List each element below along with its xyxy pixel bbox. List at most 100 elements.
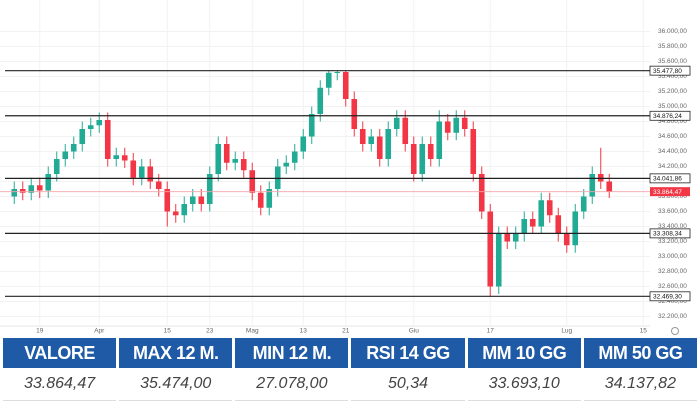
y-tick-label: 32.400,00 (658, 298, 687, 305)
candle-body (257, 192, 264, 208)
level-box (649, 291, 691, 302)
candle-body (359, 129, 366, 144)
stat-header: MM 50 GG (583, 338, 697, 368)
candle-body (376, 136, 383, 159)
candle-body (317, 87, 324, 114)
y-tick-label: 32.200,00 (658, 313, 687, 320)
level-label: 33.308,34 (653, 231, 682, 238)
candle-body (164, 189, 171, 212)
candle-body (606, 181, 613, 192)
candle-body (11, 189, 18, 197)
candle-body (45, 174, 52, 191)
candle-body (104, 120, 111, 159)
candle-body (113, 155, 120, 159)
candle-body (266, 189, 273, 208)
settings-icon[interactable] (671, 327, 679, 335)
candle-body (28, 185, 35, 193)
candle-body (87, 125, 94, 129)
level-label: 34.876,24 (653, 113, 682, 120)
candle-body (198, 196, 205, 204)
candle-body (189, 196, 196, 204)
candle-body (96, 120, 103, 126)
stat-value: 33.693,10 (467, 368, 581, 401)
candle-body (546, 200, 553, 216)
y-tick-label: 35.400,00 (658, 73, 687, 80)
level-label: 35.477,80 (653, 68, 682, 75)
x-tick-label: 19 (36, 328, 44, 335)
stat-header: MM 10 GG (467, 338, 581, 368)
candle-body (444, 121, 451, 133)
candle-body (62, 151, 69, 159)
stat-header: MAX 12 M. (119, 338, 233, 368)
candle-body (402, 117, 409, 144)
x-tick-label: 15 (164, 328, 172, 335)
level-label: 32.469,30 (653, 294, 682, 301)
candle-body (36, 185, 43, 191)
candle-body (274, 166, 281, 189)
candle-body (181, 204, 188, 216)
x-tick-label: 23 (206, 328, 214, 335)
level-box (649, 65, 691, 76)
level-box (649, 228, 691, 239)
candle-body (308, 114, 315, 137)
candle-body (223, 144, 230, 163)
y-tick-label: 35.800,00 (658, 43, 687, 50)
x-tick-label: 17 (487, 328, 495, 335)
candle-body (563, 234, 570, 246)
candle-body (334, 72, 341, 73)
candle-body (172, 211, 179, 216)
candle-body (70, 144, 77, 152)
x-tick-label: 15 (640, 328, 648, 335)
candle-body (538, 200, 545, 227)
candle-body (351, 99, 358, 129)
candle-body (300, 136, 307, 152)
y-tick-label: 32.800,00 (658, 268, 687, 275)
candle-body (572, 211, 579, 246)
y-tick-label: 33.400,00 (658, 223, 687, 230)
x-tick-label: Apr (94, 328, 105, 335)
candle-body (427, 144, 434, 159)
candle-body (461, 117, 468, 129)
level-label: 34.041,86 (653, 176, 682, 183)
header-row: VALORE MAX 12 M. MIN 12 M. RSI 14 GG MM 10 G… (3, 338, 697, 368)
candle-body (19, 189, 26, 193)
x-tick-label: Lug (561, 328, 572, 335)
candle-body (521, 219, 528, 234)
candle-body (240, 159, 247, 171)
candle-body (512, 234, 519, 242)
candle-body (393, 117, 400, 129)
candle-body (478, 174, 485, 212)
stat-value: 33.864,47 (3, 368, 117, 401)
candle-body (487, 211, 494, 287)
last-price-label: 33.864,47 (653, 189, 682, 196)
candle-body (580, 196, 587, 212)
y-tick-label: 35.600,00 (658, 58, 687, 65)
candle-body (589, 174, 596, 197)
candle-body (597, 174, 604, 182)
y-tick-label: 33.600,00 (658, 208, 687, 215)
y-tick-label: 34.200,00 (658, 163, 687, 170)
level-box (649, 173, 691, 184)
x-tick-label: 21 (342, 328, 350, 335)
candle-body (342, 72, 349, 99)
candle-body (121, 155, 128, 161)
candle-body (249, 170, 256, 193)
candle-body (495, 234, 502, 287)
y-tick-label: 34.400,00 (658, 148, 687, 155)
candle-body (419, 144, 426, 174)
candle-body (79, 129, 86, 144)
y-tick-label: 34.800,00 (658, 118, 687, 125)
y-tick-label: 36.000,00 (658, 28, 687, 35)
candle-body (232, 159, 239, 163)
candle-body (325, 72, 332, 88)
candle-body (53, 159, 60, 174)
y-tick-label: 33.000,00 (658, 253, 687, 260)
candle-body (555, 215, 562, 234)
candle-body (291, 151, 298, 163)
candle-body (215, 144, 222, 174)
candle-body (138, 166, 145, 178)
y-tick-label: 32.600,00 (658, 283, 687, 290)
candle-body (368, 136, 375, 144)
stat-header: VALORE (3, 338, 117, 368)
